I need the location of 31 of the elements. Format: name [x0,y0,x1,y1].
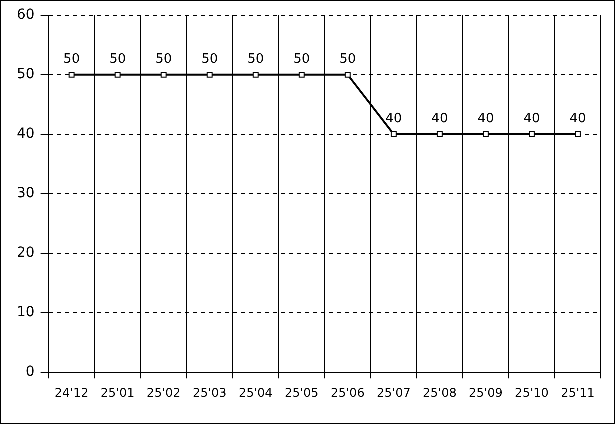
data-label: 40 [432,111,448,126]
x-tick-label: 25'10 [515,386,549,400]
x-tick-label: 25'02 [146,386,181,400]
y-tick-label: 20 [16,245,35,262]
data-label: 40 [386,111,402,126]
data-label: 50 [156,52,172,67]
x-tick-label: 25'09 [469,386,503,400]
x-tick-label: 25'08 [423,386,457,400]
x-tick-label: 25'05 [284,386,319,400]
x-tick-label: 25'06 [330,386,365,400]
x-tick-label: 24'12 [54,386,89,400]
data-label: 50 [248,52,264,67]
x-tick-label: 25'03 [192,386,227,400]
data-label: 50 [202,52,218,67]
x-tick-label: 25'04 [238,386,273,400]
x-tick-label: 25'07 [377,386,411,400]
y-tick-label: 60 [16,7,35,24]
data-label: 40 [524,111,540,126]
data-label: 50 [340,52,356,67]
data-label: 40 [478,111,494,126]
x-tick-label: 25'01 [100,386,135,400]
y-tick-label: 30 [16,186,35,202]
x-tick-label: 25'11 [561,386,595,400]
y-tick-label: 0 [26,364,35,380]
data-label: 50 [294,52,310,67]
y-tick-label: 40 [16,126,35,142]
y-tick-label: 50 [16,66,35,83]
data-label: 50 [64,52,80,67]
data-label: 40 [570,111,586,126]
data-label: 50 [110,52,126,67]
y-tick-label: 10 [16,304,35,321]
